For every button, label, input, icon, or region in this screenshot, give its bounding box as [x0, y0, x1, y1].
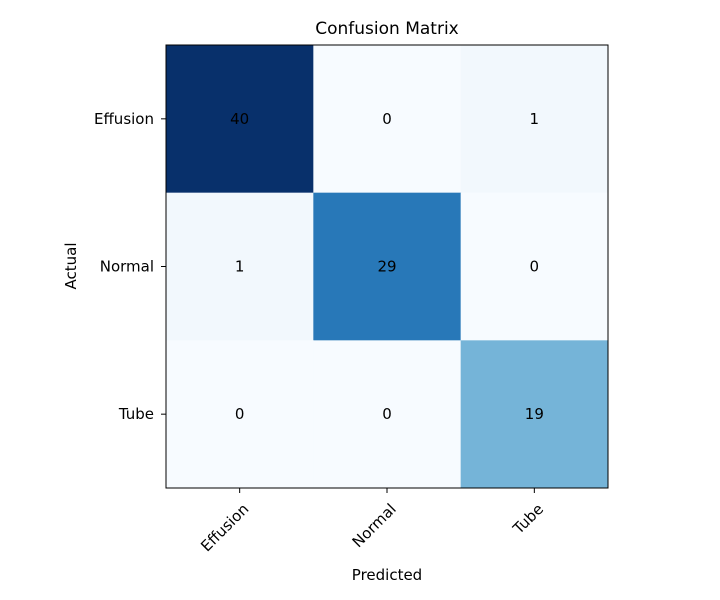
y-axis-ticks: Effusion Normal Tube: [94, 110, 166, 423]
x-axis-label: Predicted: [352, 566, 422, 584]
y-axis-label: Actual: [62, 243, 80, 290]
cell-value-1-0: 1: [235, 258, 245, 276]
heatmap-cell-0-0: [166, 45, 314, 194]
heatmap-cell-1-0: [166, 192, 314, 341]
heatmap-cell-2-0: [166, 340, 314, 489]
cell-value-2-1: 0: [382, 405, 392, 423]
y-tick-label-0: Effusion: [94, 110, 154, 128]
cell-value-1-1: 29: [377, 258, 396, 276]
heatmap-cell-0-1: [313, 45, 462, 194]
x-tick-label-1: Normal: [349, 500, 400, 551]
cell-value-2-2: 19: [525, 405, 544, 423]
heatmap-cell-1-2: [460, 192, 609, 341]
heatmap-cell-0-2: [460, 45, 609, 194]
heatmap-cell-2-2: [460, 340, 609, 489]
cell-value-2-0: 0: [235, 405, 245, 423]
y-tick-label-1: Normal: [100, 258, 154, 276]
x-axis-ticks: Effusion Normal Tube: [197, 488, 547, 555]
x-tick-label-0: Effusion: [197, 500, 252, 555]
heatmap-cell-2-1: [313, 340, 462, 489]
heatmap-cells: 40 0 1 1 29 0 0 0 19: [166, 45, 609, 489]
cell-value-0-0: 40: [230, 110, 249, 128]
y-tick-label-2: Tube: [118, 405, 154, 423]
heatmap-cell-1-1: [313, 192, 462, 341]
cell-value-0-1: 0: [382, 110, 392, 128]
cell-value-1-2: 0: [530, 258, 540, 276]
x-tick-label-2: Tube: [509, 500, 547, 538]
chart-title: Confusion Matrix: [315, 19, 459, 39]
cell-value-0-2: 1: [530, 110, 540, 128]
